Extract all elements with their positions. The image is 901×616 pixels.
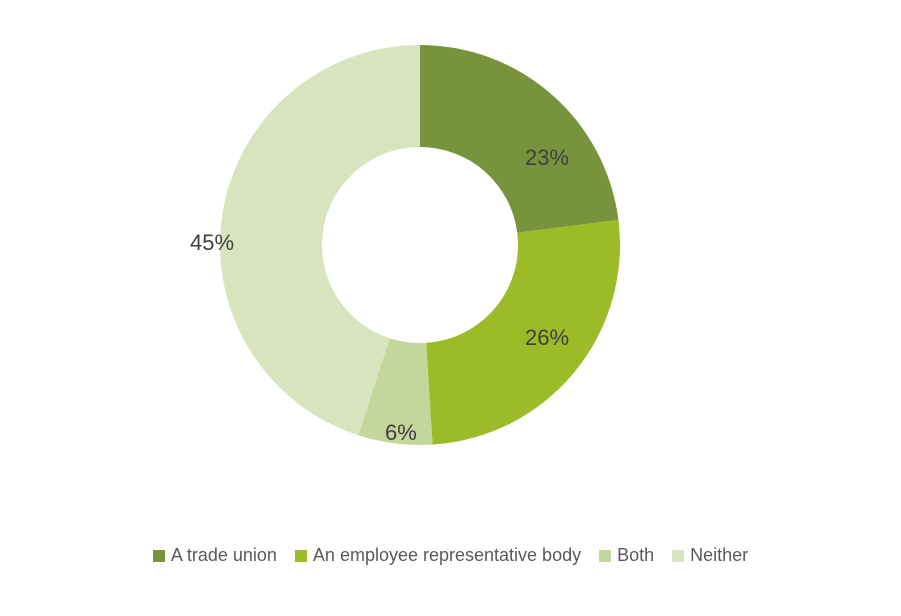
- legend-item-trade-union: A trade union: [153, 545, 277, 566]
- legend-item-neither: Neither: [672, 545, 748, 566]
- slice-label-trade-union: 23%: [525, 145, 569, 171]
- legend-label: A trade union: [171, 545, 277, 566]
- donut-chart-container: 23% 26% 6% 45% A trade union An employee…: [0, 0, 901, 616]
- legend-label: Both: [617, 545, 654, 566]
- slice-label-neither: 45%: [190, 230, 234, 256]
- legend-swatch-icon: [153, 550, 165, 562]
- legend-swatch-icon: [599, 550, 611, 562]
- chart-legend: A trade union An employee representative…: [0, 545, 901, 566]
- slice-label-employee-rep: 26%: [525, 325, 569, 351]
- legend-item-both: Both: [599, 545, 654, 566]
- legend-swatch-icon: [672, 550, 684, 562]
- legend-item-employee-rep: An employee representative body: [295, 545, 581, 566]
- donut-slice: [420, 45, 618, 233]
- legend-label: Neither: [690, 545, 748, 566]
- donut-slice: [426, 220, 620, 445]
- slice-label-both: 6%: [385, 420, 417, 446]
- legend-swatch-icon: [295, 550, 307, 562]
- donut-chart-svg: [220, 45, 620, 445]
- legend-label: An employee representative body: [313, 545, 581, 566]
